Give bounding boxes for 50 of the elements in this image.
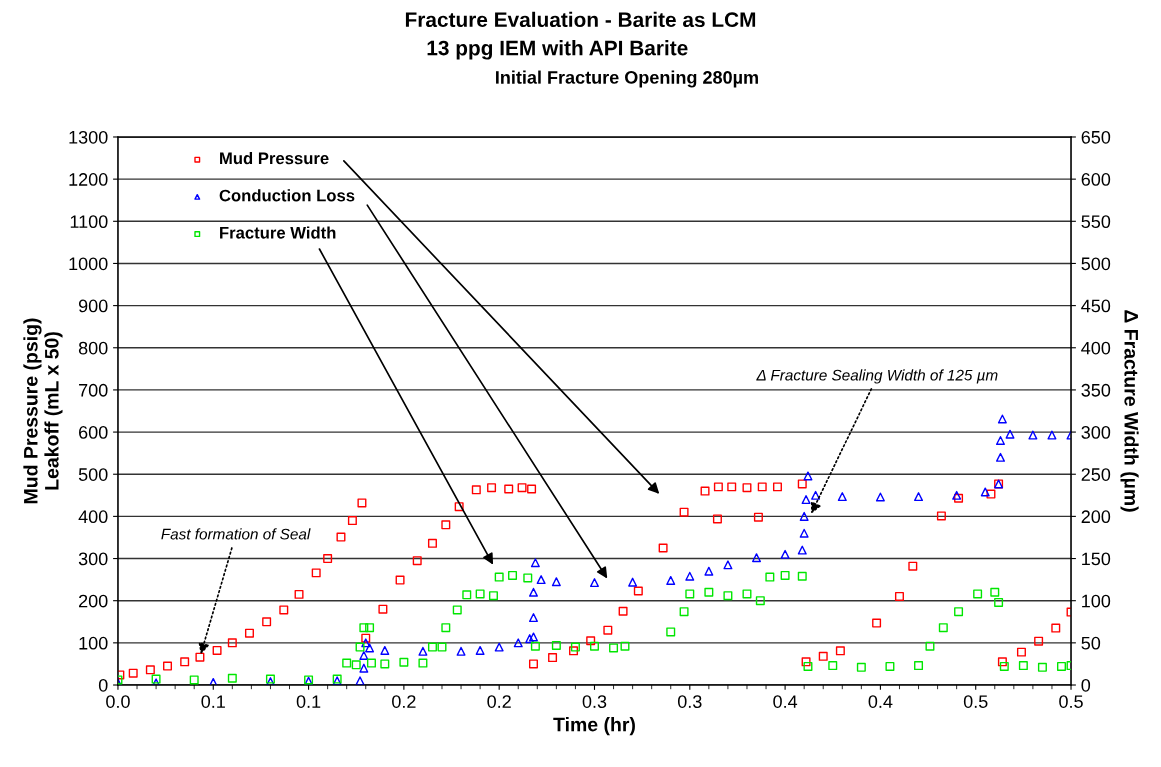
y-axis-title: Mud Pressure (psig) Leakoff (mL x 50) — [23, 318, 63, 504]
x-tick-label: 0.2 — [392, 695, 416, 708]
x-tick-label: 0.1 — [201, 695, 225, 708]
text: 13 ppg IEM with API Barite — [427, 40, 688, 60]
x-tick-label: 0.3 — [582, 695, 607, 708]
y-tick-label: 200 — [79, 594, 108, 608]
y2-tick-label: 0 — [1081, 678, 1091, 692]
y-tick-label: 300 — [78, 552, 108, 566]
y2-tick-label: 200 — [1081, 510, 1111, 524]
y2-tick-label: 100 — [1082, 594, 1111, 608]
y-tick-label: 900 — [78, 299, 108, 313]
y2-tick-label: 250 — [1081, 468, 1111, 481]
y-tick-label: 800 — [78, 341, 108, 355]
chart-title: Fracture Evaluation - Barite as LCM — [405, 11, 756, 28]
x-tick-label: 0.5 — [1059, 695, 1083, 708]
y2-tick-label: 550 — [1081, 215, 1111, 229]
y2-tick-label: 400 — [1081, 341, 1111, 355]
x-tick-label: 0.3 — [677, 695, 702, 708]
y-tick-label: 1300 — [69, 130, 108, 144]
text: Initial Fracture Opening 280µm — [496, 70, 758, 88]
x-tick-label: 0.2 — [487, 695, 511, 708]
legend-label: Fracture Width — [220, 226, 336, 239]
y-tick-label: 600 — [79, 426, 108, 439]
x-axis-title: Time (hr) — [553, 717, 635, 736]
y-tick-label: 1200 — [69, 173, 108, 186]
y2-axis-title: Δ Fracture Width (µm) — [1120, 310, 1139, 512]
legend-label: Mud Pressure — [220, 151, 329, 165]
y2-tick-label: 300 — [1081, 426, 1111, 439]
y-tick-label: 700 — [79, 383, 108, 397]
y-tick-label: 1100 — [70, 215, 108, 229]
legend-label: Conduction Loss — [219, 189, 355, 202]
y-tick-label: 0 — [98, 678, 108, 692]
y-tick-label: 1000 — [69, 257, 108, 271]
y2-tick-label: 350 — [1081, 383, 1111, 397]
x-tick-label: 0.1 — [296, 695, 321, 708]
y2-tick-label: 650 — [1081, 130, 1111, 144]
y2-tick-label: 150 — [1082, 552, 1111, 566]
y-tick-label: 400 — [78, 510, 108, 524]
y-tick-label: 100 — [79, 636, 108, 650]
annotation: Δ Fracture Sealing Width of 125 µm — [756, 369, 998, 384]
y2-tick-label: 450 — [1081, 299, 1111, 313]
y-tick-label: 500 — [78, 468, 108, 481]
x-tick-label: 0.5 — [963, 695, 988, 708]
x-tick-label: 0.4 — [868, 695, 893, 708]
x-tick-label: 0.0 — [106, 695, 130, 708]
y2-tick-label: 500 — [1081, 257, 1111, 271]
y2-tick-label: 50 — [1081, 636, 1101, 650]
x-tick-label: 0.4 — [773, 695, 798, 708]
annotation: Fast formation of Seal — [161, 528, 311, 540]
y2-tick-label: 600 — [1081, 173, 1111, 186]
